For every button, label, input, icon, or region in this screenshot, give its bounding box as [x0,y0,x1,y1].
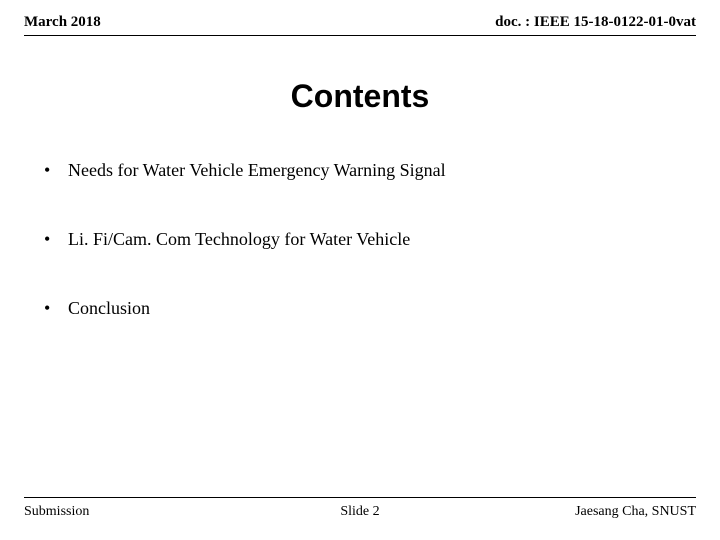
footer-author: Jaesang Cha, SNUST [575,504,696,520]
header: March 2018 doc. : IEEE 15-18-0122-01-0va… [24,14,696,36]
content-list: • Needs for Water Vehicle Emergency Warn… [44,160,676,367]
list-item-text: Needs for Water Vehicle Emergency Warnin… [68,160,676,181]
page-title: Contents [0,78,720,115]
footer: Submission Slide 2 Jaesang Cha, SNUST [24,497,696,520]
list-item: • Li. Fi/Cam. Com Technology for Water V… [44,229,676,250]
header-doc-id: doc. : IEEE 15-18-0122-01-0vat [495,14,696,31]
bullet-icon: • [44,229,68,250]
header-date: March 2018 [24,14,101,31]
list-item: • Needs for Water Vehicle Emergency Warn… [44,160,676,181]
footer-slide-number: Slide 2 [340,504,379,520]
list-item: • Conclusion [44,298,676,319]
footer-left: Submission [24,504,89,520]
bullet-icon: • [44,298,68,319]
list-item-text: Conclusion [68,298,676,319]
list-item-text: Li. Fi/Cam. Com Technology for Water Veh… [68,229,676,250]
bullet-icon: • [44,160,68,181]
